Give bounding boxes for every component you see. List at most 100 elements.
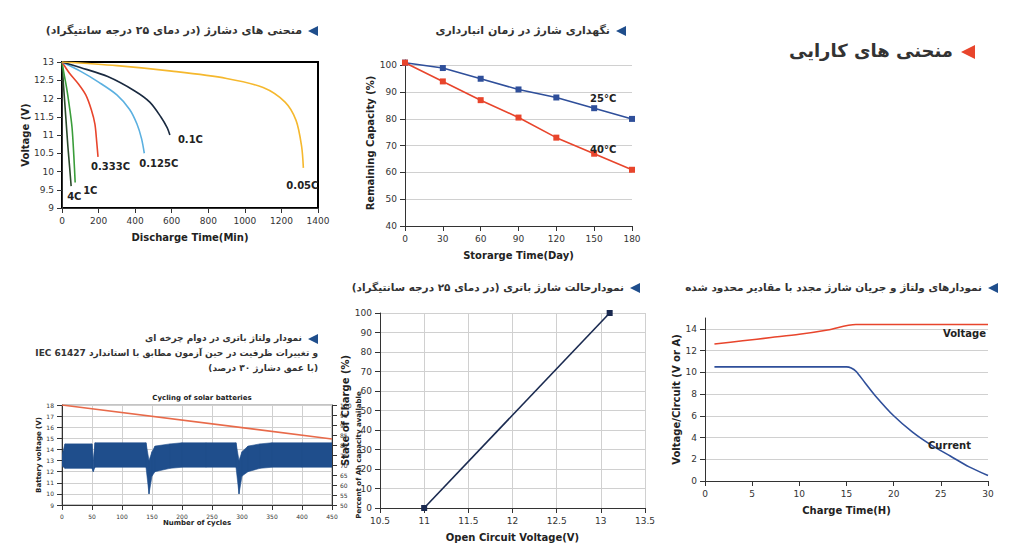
svg-text:800: 800	[200, 216, 217, 226]
svg-text:13: 13	[46, 457, 54, 464]
svg-text:0.1C: 0.1C	[178, 134, 203, 145]
svg-text:10: 10	[794, 489, 806, 499]
svg-text:25: 25	[935, 489, 946, 499]
svg-text:11: 11	[43, 130, 54, 140]
svg-text:55: 55	[340, 492, 348, 499]
svg-text:13.5: 13.5	[635, 516, 655, 526]
svg-text:150: 150	[586, 234, 603, 244]
svg-text:Discharge Time(Min): Discharge Time(Min)	[132, 232, 249, 243]
svg-text:65: 65	[340, 472, 348, 479]
svg-text:Number of cycles: Number of cycles	[163, 519, 231, 527]
svg-text:1C: 1C	[83, 185, 97, 196]
svg-text:1400: 1400	[307, 216, 330, 226]
svg-text:50: 50	[88, 513, 96, 520]
svg-text:40°C: 40°C	[590, 144, 616, 155]
svg-text:10.5: 10.5	[370, 516, 390, 526]
svg-text:450: 450	[326, 513, 338, 520]
svg-text:600: 600	[163, 216, 180, 226]
svg-text:85: 85	[340, 432, 348, 439]
svg-text:1000: 1000	[233, 216, 256, 226]
svg-text:80: 80	[361, 347, 373, 357]
svg-text:40: 40	[386, 221, 398, 231]
svg-text:11.5: 11.5	[34, 112, 54, 122]
svg-text:2: 2	[691, 454, 697, 464]
svg-text:40: 40	[361, 425, 373, 435]
svg-text:180: 180	[623, 234, 640, 244]
svg-text:10: 10	[686, 367, 698, 377]
svg-text:0: 0	[60, 513, 64, 520]
svg-text:13: 13	[43, 57, 54, 67]
svg-text:8: 8	[691, 389, 697, 399]
svg-text:Remaining Capacity (%): Remaining Capacity (%)	[365, 76, 376, 211]
svg-text:Voltage (V): Voltage (V)	[20, 103, 31, 166]
svg-text:12: 12	[43, 94, 54, 104]
svg-text:4C: 4C	[67, 191, 81, 202]
svg-text:10.5: 10.5	[34, 148, 54, 158]
svg-text:9: 9	[50, 502, 54, 509]
svg-text:100: 100	[340, 402, 352, 409]
svg-text:100: 100	[116, 513, 128, 520]
svg-text:200: 200	[90, 216, 107, 226]
svg-text:0: 0	[702, 489, 708, 499]
svg-text:Current: Current	[928, 440, 971, 451]
svg-text:18: 18	[46, 402, 54, 409]
svg-text:30: 30	[361, 445, 373, 455]
svg-text:60: 60	[475, 234, 487, 244]
svg-text:50: 50	[340, 502, 348, 509]
svg-text:80: 80	[340, 442, 348, 449]
svg-text:60: 60	[340, 482, 348, 489]
svg-text:60: 60	[361, 386, 373, 396]
svg-text:400: 400	[127, 216, 144, 226]
svg-text:400: 400	[296, 513, 308, 520]
svg-text:12: 12	[46, 468, 54, 475]
svg-text:15: 15	[46, 435, 54, 442]
svg-text:150: 150	[146, 513, 158, 520]
svg-text:1200: 1200	[270, 216, 293, 226]
svg-text:95: 95	[340, 412, 348, 419]
svg-text:90: 90	[340, 422, 348, 429]
svg-text:20: 20	[888, 489, 900, 499]
svg-text:Storarge Time(Day): Storarge Time(Day)	[463, 250, 574, 261]
svg-text:30: 30	[982, 489, 994, 499]
svg-text:12: 12	[686, 346, 697, 356]
svg-text:90: 90	[386, 87, 398, 97]
svg-text:0: 0	[366, 503, 372, 513]
svg-text:12.5: 12.5	[34, 75, 54, 85]
svg-text:75: 75	[340, 452, 348, 459]
svg-text:14: 14	[686, 324, 698, 334]
svg-text:5: 5	[749, 489, 755, 499]
svg-text:350: 350	[266, 513, 278, 520]
svg-text:Voltage/Circuit (V or A): Voltage/Circuit (V or A)	[671, 334, 682, 464]
svg-text:11.5: 11.5	[458, 516, 478, 526]
svg-text:90: 90	[513, 234, 525, 244]
svg-text:30: 30	[437, 234, 449, 244]
svg-text:11: 11	[46, 479, 54, 486]
svg-text:16: 16	[46, 424, 54, 431]
svg-text:6: 6	[691, 411, 697, 421]
svg-text:90: 90	[361, 328, 373, 338]
svg-text:0: 0	[59, 216, 65, 226]
svg-text:9: 9	[48, 203, 54, 213]
svg-text:50: 50	[361, 406, 373, 416]
svg-text:50: 50	[386, 194, 398, 204]
svg-text:0: 0	[402, 234, 408, 244]
svg-text:4: 4	[691, 433, 697, 443]
svg-text:0.05C: 0.05C	[286, 180, 318, 191]
svg-text:120: 120	[548, 234, 565, 244]
svg-text:17: 17	[46, 413, 54, 420]
svg-text:70: 70	[361, 367, 373, 377]
svg-text:State of Charge (%): State of Charge (%)	[340, 355, 351, 466]
svg-text:60: 60	[386, 167, 398, 177]
svg-text:12.5: 12.5	[547, 516, 567, 526]
svg-text:13: 13	[595, 516, 606, 526]
svg-text:9.5: 9.5	[40, 185, 54, 195]
svg-text:11: 11	[418, 516, 429, 526]
svg-text:0.125C: 0.125C	[139, 158, 178, 169]
svg-text:20: 20	[361, 464, 373, 474]
svg-text:200: 200	[176, 513, 188, 520]
svg-text:10: 10	[43, 167, 55, 177]
svg-text:70: 70	[340, 462, 348, 469]
svg-text:25°C: 25°C	[590, 93, 616, 104]
svg-text:Voltage: Voltage	[943, 328, 986, 339]
svg-text:15: 15	[841, 489, 852, 499]
